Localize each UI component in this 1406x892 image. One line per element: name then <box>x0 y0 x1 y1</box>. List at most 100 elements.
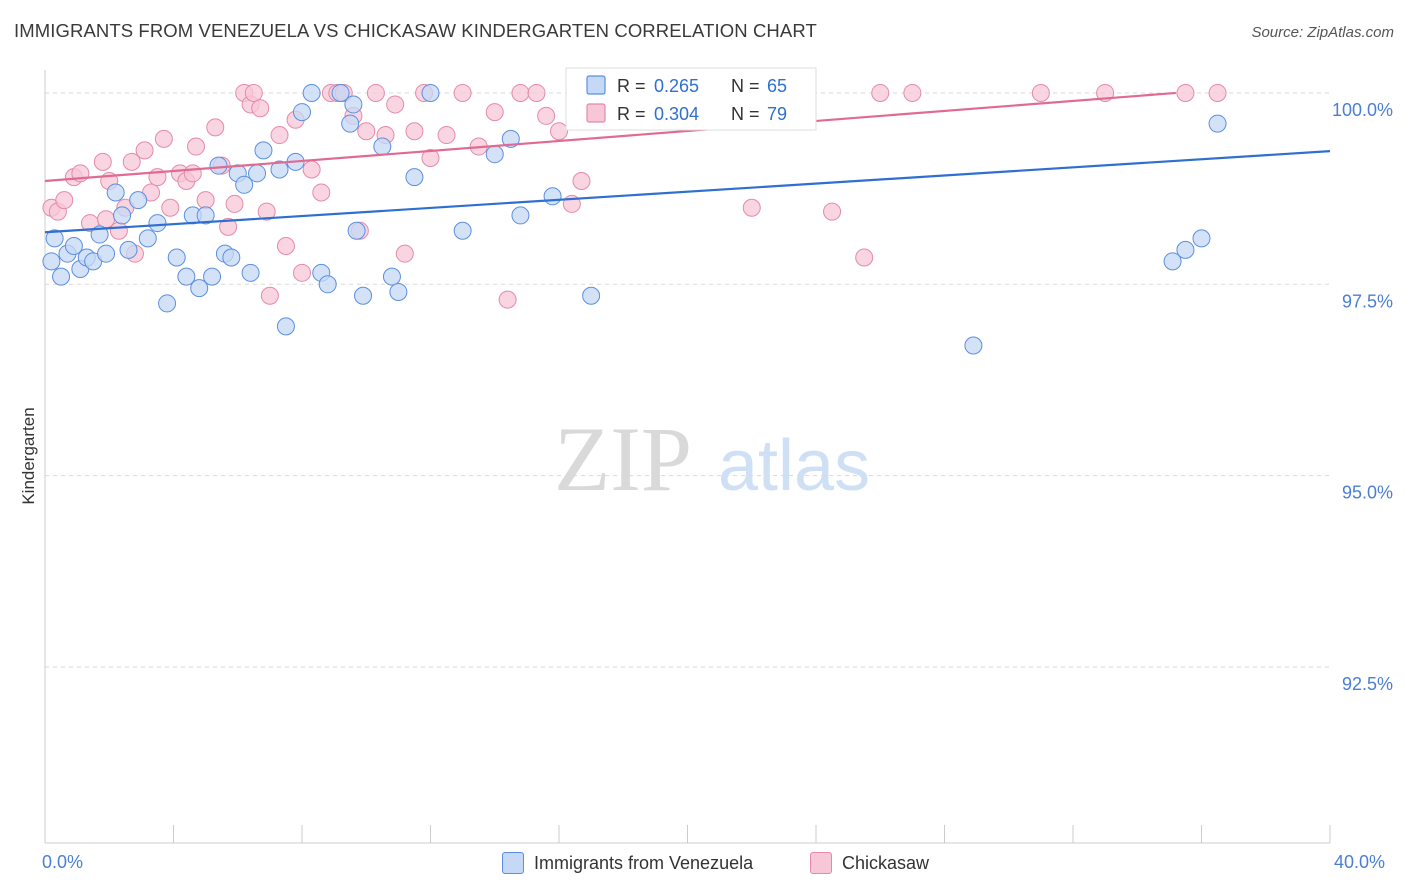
chickasaw-trend-line <box>44 91 1176 183</box>
venezuela-point-42 <box>354 286 373 305</box>
venezuela-point-10 <box>106 183 125 202</box>
venezuela-point-62 <box>1176 240 1195 259</box>
chickasaw-point-6 <box>93 152 112 171</box>
trend-lines <box>44 91 1331 234</box>
chickasaw-point-73 <box>871 83 890 102</box>
venezuela-point-52 <box>543 187 562 206</box>
legend-blue-n-label: N = <box>731 76 760 96</box>
legend-venezuela-label: Immigrants from Venezuela <box>534 852 754 873</box>
venezuela-point-12 <box>119 240 138 259</box>
venezuela-point-63 <box>1192 229 1211 248</box>
venezuela-point-27 <box>235 175 254 194</box>
x-tick-label-max: 40.0% <box>1334 852 1386 872</box>
chickasaw-point-30 <box>251 99 270 118</box>
legend-blue-r-label: R = <box>617 76 646 96</box>
chickasaw-point-38 <box>312 183 331 202</box>
chickasaw-point-51 <box>421 149 440 168</box>
chickasaw-point-29 <box>244 83 263 102</box>
venezuela-point-15 <box>148 214 167 233</box>
chickasaw-point-21 <box>186 137 205 156</box>
axes <box>44 70 1331 844</box>
chickasaw-point-25 <box>219 217 238 236</box>
venezuela-point-40 <box>344 95 363 114</box>
legend-venezuela-swatch <box>502 852 524 874</box>
x-tick-label-min: 0.0% <box>42 852 84 872</box>
venezuela-point-28 <box>241 263 260 282</box>
legend-pink-n-value: 79 <box>767 104 787 124</box>
venezuela-point-2 <box>52 267 71 286</box>
legend-pink-swatch <box>586 103 606 123</box>
chickasaw-point-52 <box>437 126 456 145</box>
chickasaw-point-32 <box>260 286 279 305</box>
venezuela-point-45 <box>389 282 408 301</box>
chickasaw-point-57 <box>511 83 530 102</box>
venezuela-point-11 <box>113 206 132 225</box>
legend-item-chickasaw[interactable]: Chickasaw <box>810 852 929 874</box>
legend-chickasaw-label: Chickasaw <box>842 852 930 873</box>
chickasaw-point-49 <box>405 122 424 141</box>
chickasaw-point-56 <box>498 290 517 309</box>
venezuela-point-4 <box>64 237 83 256</box>
chickasaw-point-44 <box>357 122 376 141</box>
chickasaw-point-45 <box>366 83 385 102</box>
y-tick-label-2: 95.0% <box>1342 483 1393 503</box>
chickasaw-point-59 <box>537 106 556 125</box>
venezuela-point-25 <box>222 248 241 267</box>
chickasaw-point-74 <box>903 83 922 102</box>
watermark-atlas: atlas <box>718 426 870 506</box>
chickasaw-point-22 <box>196 191 215 210</box>
chickasaw-point-13 <box>135 141 154 160</box>
venezuela-point-37 <box>318 275 337 294</box>
venezuela-point-30 <box>254 141 273 160</box>
venezuela-trend-line <box>44 150 1331 234</box>
chickasaw-point-33 <box>270 126 289 145</box>
y-tick-label-3: 92.5% <box>1342 674 1393 694</box>
chickasaw-point-55 <box>485 103 504 122</box>
chickasaw-point-31 <box>257 202 276 221</box>
venezuela-point-18 <box>177 267 196 286</box>
chickasaw-point-47 <box>386 95 405 114</box>
legend-pink-r-value: 0.304 <box>654 104 699 124</box>
chickasaw-point-17 <box>161 198 180 217</box>
chickasaw-point-37 <box>302 160 321 179</box>
chickasaw-point-58 <box>527 83 546 102</box>
chickasaw-point-26 <box>225 194 244 213</box>
venezuela-point-13 <box>129 191 148 210</box>
venezuela-point-21 <box>196 206 215 225</box>
venezuela-point-43 <box>373 137 392 156</box>
venezuela-point-39 <box>341 114 360 133</box>
venezuela-point-20 <box>190 279 209 298</box>
venezuela-point-64 <box>1208 114 1227 133</box>
chickasaw-point-78 <box>1208 83 1227 102</box>
chickasaw-point-2 <box>55 191 74 210</box>
venezuela-point-60 <box>964 336 983 355</box>
chickasaw-point-11 <box>122 152 141 171</box>
venezuela-point-61 <box>1163 252 1182 271</box>
venezuela-point-50 <box>501 129 520 148</box>
venezuela-point-49 <box>485 145 504 164</box>
y-tick-label-1: 97.5% <box>1342 291 1393 311</box>
y-tick-labels: 100.0% 97.5% 95.0% 92.5% <box>1332 100 1393 694</box>
legend-pink-r-label: R = <box>617 104 646 124</box>
chickasaw-point-53 <box>453 83 472 102</box>
venezuela-point-35 <box>302 83 321 102</box>
chickasaw-point-62 <box>572 171 591 190</box>
legend-blue-n-value: 65 <box>767 76 787 96</box>
venezuela-point-38 <box>331 83 350 102</box>
venezuela-point-51 <box>511 206 530 225</box>
legend-stats: R = 0.265 N = 65 R = 0.304 N = 79 <box>565 67 817 131</box>
venezuela-point-9 <box>97 244 116 263</box>
chickasaw-point-16 <box>154 129 173 148</box>
legend-blue-swatch <box>586 75 606 95</box>
legend-item-venezuela[interactable]: Immigrants from Venezuela <box>502 852 753 874</box>
y-tick-label-0: 100.0% <box>1332 100 1393 120</box>
venezuela-point-32 <box>276 317 295 336</box>
legend-pink-n-label: N = <box>731 104 760 124</box>
chickasaw-point-48 <box>395 244 414 263</box>
venezuela-point-41 <box>347 221 366 240</box>
y-axis-label: Kindergarten <box>19 407 38 504</box>
venezuela-point-31 <box>270 160 289 179</box>
venezuela-point-0 <box>42 252 61 271</box>
legend-chickasaw-swatch <box>810 852 832 874</box>
